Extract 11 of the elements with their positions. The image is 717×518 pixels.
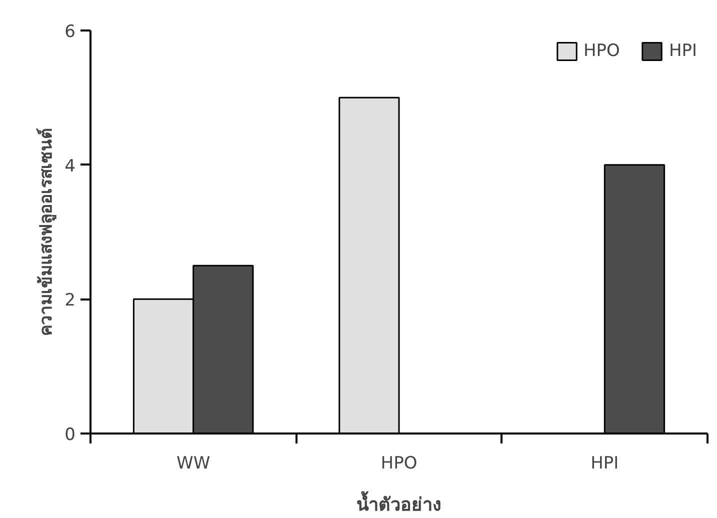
y-tick-label: 0 — [64, 425, 76, 445]
x-tick-label: WW — [176, 454, 210, 474]
legend-label: HPO — [584, 41, 620, 61]
x-tick-label: HPO — [380, 454, 418, 474]
x-tick-label: HPI — [590, 454, 619, 474]
y-tick-label: 4 — [64, 156, 76, 176]
legend-label: HPI — [668, 41, 697, 61]
y-axis-title: ความเข้มแสงฟลูออเรสเซนต์ — [36, 128, 58, 336]
y-tick-label: 6 — [64, 22, 76, 42]
y-tick-label: 2 — [64, 290, 76, 311]
x-axis-title: น้ำตัวอย่าง — [356, 490, 442, 516]
